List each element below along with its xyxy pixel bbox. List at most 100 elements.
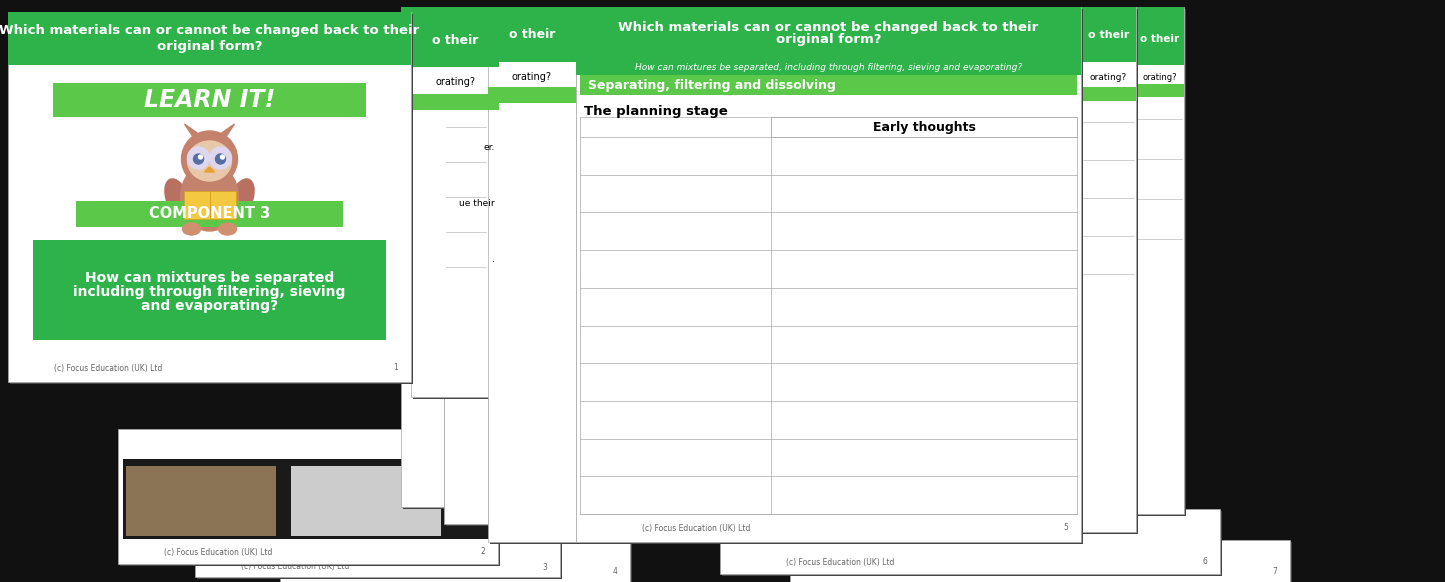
Bar (280, 527, 630, 582)
Ellipse shape (228, 179, 254, 219)
Bar (1081, 7, 1136, 62)
Bar (402, 7, 444, 65)
Text: original form?: original form? (776, 33, 881, 45)
Text: o their: o their (403, 34, 442, 44)
Bar (402, 7, 444, 507)
Text: .: . (493, 254, 496, 264)
Text: ther: ther (566, 328, 582, 336)
Bar (488, 7, 577, 62)
Bar (490, 9, 578, 544)
Ellipse shape (188, 141, 231, 181)
Text: orating?: orating? (405, 73, 439, 81)
Text: 3: 3 (542, 562, 548, 572)
Bar (33, 240, 386, 340)
Bar (497, 27, 585, 427)
Text: o their: o their (509, 29, 555, 41)
Circle shape (210, 147, 231, 169)
Text: o their: o their (432, 34, 478, 47)
Bar (413, 14, 501, 399)
Circle shape (182, 131, 237, 187)
Text: 1: 1 (393, 364, 399, 372)
Bar (578, 9, 1082, 544)
Bar (1136, 7, 1183, 514)
Bar (577, 7, 1081, 542)
Bar (790, 540, 1290, 582)
Text: and evaporating?: and evaporating? (142, 299, 277, 313)
Text: one to: one to (558, 399, 582, 409)
Bar (1136, 7, 1183, 65)
Polygon shape (205, 167, 214, 172)
Bar (282, 529, 631, 582)
Text: orating?: orating? (1090, 73, 1127, 81)
Bar (197, 489, 562, 579)
Ellipse shape (181, 163, 238, 231)
Text: LEARN IT!: LEARN IT! (144, 88, 275, 112)
Text: Early thoughts: Early thoughts (873, 120, 975, 133)
Circle shape (221, 155, 224, 159)
Text: 2: 2 (481, 548, 486, 556)
Bar (497, 171, 585, 185)
Text: COMPONENT 3: COMPONENT 3 (149, 207, 270, 222)
Bar (497, 116, 585, 132)
Bar (118, 429, 499, 564)
Text: orating?: orating? (435, 77, 475, 87)
Text: Separating, filtering and dissolving: Separating, filtering and dissolving (588, 79, 835, 91)
Text: (c) Focus Education (UK) Ltd: (c) Focus Education (UK) Ltd (241, 562, 350, 572)
Circle shape (198, 155, 202, 159)
Bar (1139, 9, 1186, 516)
Circle shape (194, 154, 204, 164)
Bar (722, 511, 1222, 576)
Bar (792, 542, 1292, 582)
Bar (184, 191, 236, 219)
Bar (410, 12, 499, 397)
Text: 6: 6 (1202, 558, 1208, 566)
Bar (444, 7, 488, 524)
Text: e if we: e if we (556, 274, 582, 282)
Bar (195, 487, 561, 577)
Bar (579, 75, 1077, 95)
Text: 4: 4 (613, 567, 617, 577)
Text: 5: 5 (1064, 523, 1068, 533)
Bar (9, 12, 410, 65)
Bar (497, 27, 585, 105)
Bar (488, 87, 577, 103)
Text: gation tell: gation tell (543, 201, 582, 211)
Text: orating?: orating? (1143, 73, 1178, 81)
Text: stage: stage (561, 183, 582, 193)
Text: The planning stage: The planning stage (584, 105, 728, 118)
Text: during this: during this (540, 237, 582, 247)
Text: o their: o their (445, 40, 487, 50)
Bar (77, 201, 342, 227)
Bar (1082, 9, 1139, 534)
Text: including through filtering, sieving: including through filtering, sieving (74, 285, 345, 299)
Bar (1136, 84, 1183, 97)
Bar (410, 94, 499, 110)
Text: (c) Focus Education (UK) Ltd: (c) Focus Education (UK) Ltd (163, 548, 272, 556)
Text: (c) Focus Education (UK) Ltd: (c) Focus Education (UK) Ltd (325, 567, 434, 577)
Ellipse shape (218, 223, 237, 235)
Text: (c) Focus Education (UK) Ltd: (c) Focus Education (UK) Ltd (53, 364, 162, 372)
Text: orating?: orating? (512, 72, 552, 82)
Text: o their: o their (572, 69, 614, 79)
Bar (488, 7, 577, 542)
Polygon shape (218, 124, 234, 136)
Text: ?: ? (578, 346, 582, 354)
Bar (53, 83, 366, 117)
Bar (1081, 87, 1136, 101)
Bar (402, 84, 444, 97)
Bar (410, 12, 499, 67)
Bar (444, 7, 488, 82)
Text: o their: o their (517, 59, 564, 72)
Bar (772, 117, 1077, 137)
Bar (120, 431, 500, 566)
Circle shape (188, 147, 210, 169)
Ellipse shape (182, 223, 201, 235)
Bar (10, 14, 413, 384)
Bar (126, 466, 276, 536)
Bar (123, 459, 493, 539)
Bar (403, 9, 447, 509)
Text: ue their: ue their (460, 198, 496, 208)
Text: tion help: tion help (548, 364, 582, 372)
Text: o their: o their (1140, 34, 1179, 44)
Bar (447, 9, 490, 526)
